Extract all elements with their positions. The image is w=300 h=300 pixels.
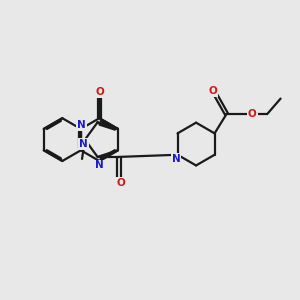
Text: O: O [209,86,218,96]
Text: N: N [172,154,180,164]
Text: O: O [95,87,104,97]
Text: N: N [95,160,104,170]
Text: O: O [116,178,125,188]
Text: N: N [79,139,88,149]
Text: O: O [248,109,257,119]
Text: N: N [77,120,86,130]
